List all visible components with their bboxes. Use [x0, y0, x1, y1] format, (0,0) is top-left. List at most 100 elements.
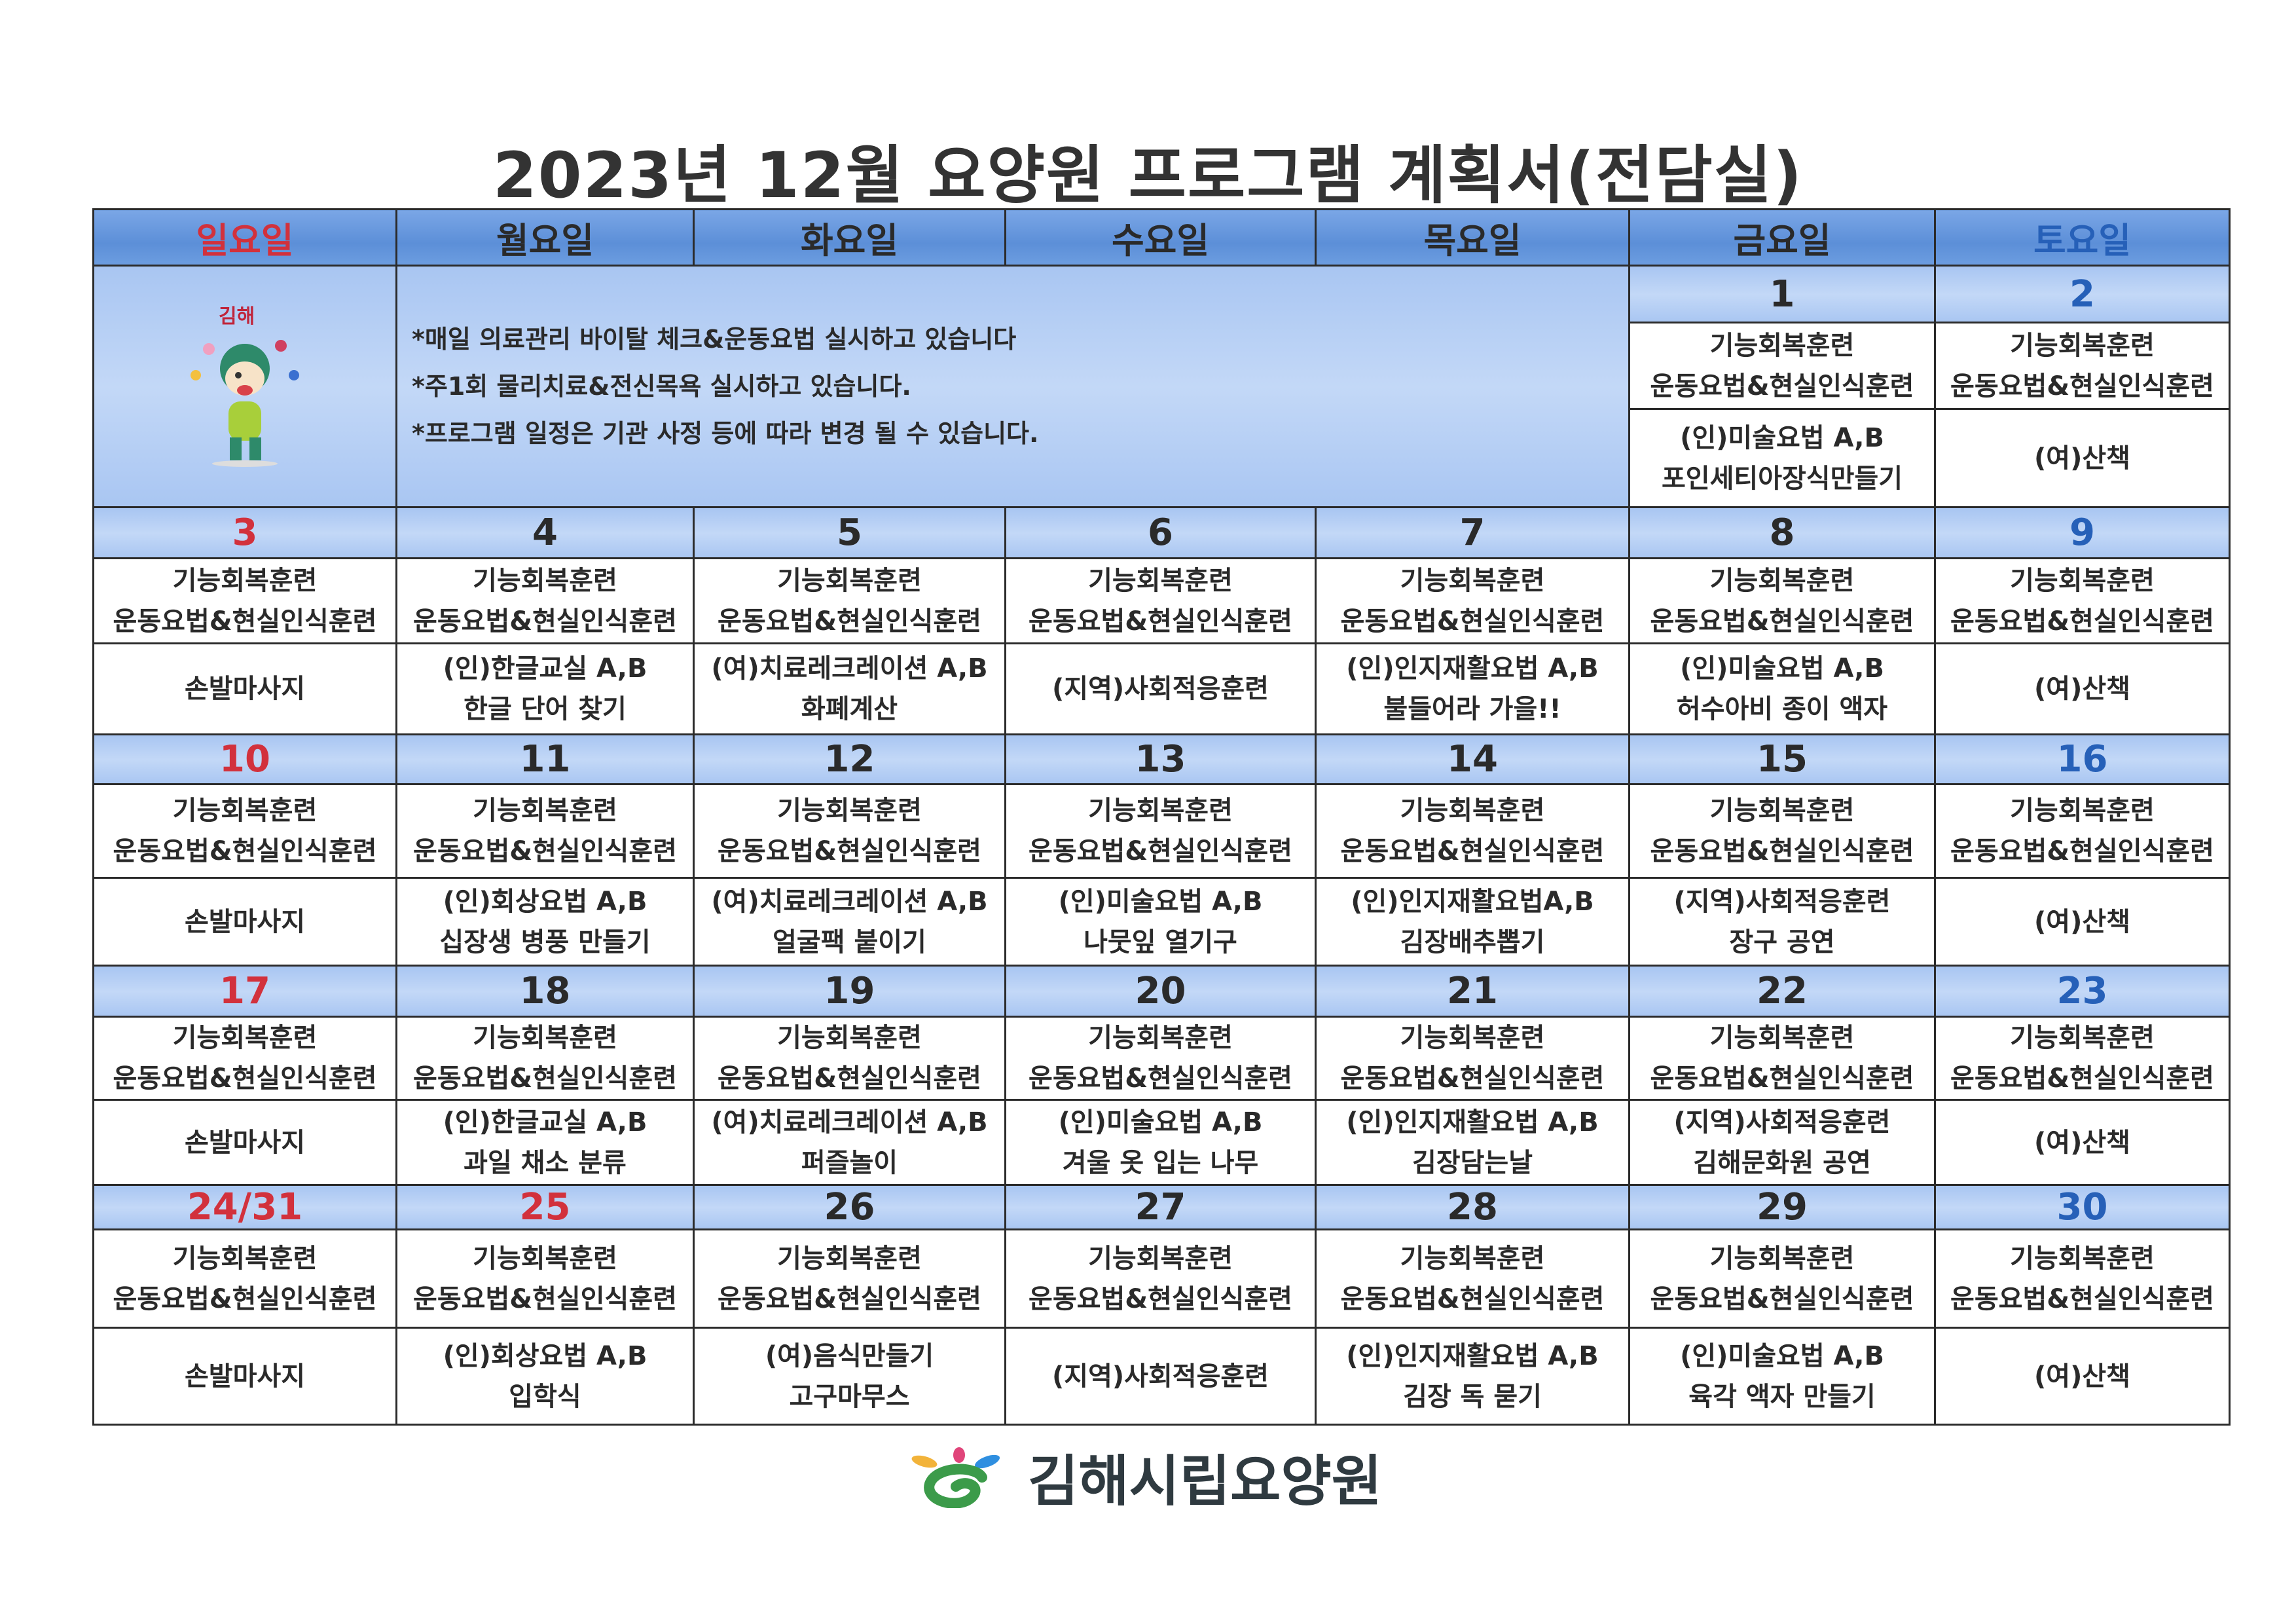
program-line: 기능회복훈련	[473, 565, 617, 596]
program-line: (여)음식만들기	[765, 1340, 934, 1371]
program-line: 운동요법&현실인식훈련	[1650, 371, 1914, 401]
date-cell: 30	[1934, 1184, 2231, 1230]
program-line: (인)인지재활요법 A,B	[1346, 1340, 1599, 1371]
program-line: 기능회복훈련	[172, 1023, 318, 1053]
program-cell: 기능회복훈련 운동요법&현실인식훈련	[1004, 783, 1317, 879]
program-cell: (지역)사회적응훈련	[1004, 1327, 1317, 1426]
program-line: (여)산책	[2034, 443, 2130, 473]
program-cell: 손발마사지	[92, 1099, 397, 1186]
program-line: 얼굴팩 붙이기	[773, 927, 926, 957]
program-cell: 기능회복훈련 운동요법&현실인식훈련	[1934, 1228, 2231, 1329]
program-row-2: 손발마사지 (인)회상요법 A,B 십장생 병풍 만들기 (여)치료레크레이션 A,B…	[92, 877, 2231, 967]
program-calendar: 일요일 월요일 화요일 수요일 목요일 금요일 토요일 김해 *매일 의료관리 바이탈 체크&운…	[92, 208, 2231, 1426]
program-line: 기능회복훈련	[1400, 565, 1545, 596]
program-cell: 기능회복훈련 운동요법&현실인식훈련	[693, 1228, 1006, 1329]
footer-logo: 김해시립요양원	[910, 1437, 1382, 1517]
program-row-2: (인)미술요법 A,B 포인세티아장식만들기 (여)산책	[94, 408, 2231, 508]
program-line: 운동요법&현실인식훈련	[1340, 606, 1605, 637]
program-line: 운동요법&현실인식훈련	[1340, 1063, 1605, 1094]
program-cell: (지역)사회적응훈련 장구 공연	[1628, 877, 1936, 967]
program-line: 손발마사지	[185, 1361, 305, 1392]
program-line: 기능회복훈련	[777, 1243, 922, 1274]
date-cell: 19	[693, 965, 1006, 1018]
program-line: 손발마사지	[185, 1127, 305, 1158]
svg-text:김해: 김해	[219, 305, 255, 328]
date-cell: 3	[92, 506, 397, 559]
program-line: 기능회복훈련	[1400, 796, 1545, 826]
program-line: 운동요법&현실인식훈련	[1950, 1063, 2214, 1094]
program-cell: (인)인지재활요법 A,B 김장 독 묻기	[1315, 1327, 1630, 1426]
program-line: 손발마사지	[185, 906, 305, 937]
date-cell: 5	[693, 506, 1006, 559]
weekday-header: 수요일	[1004, 208, 1317, 267]
program-line: 운동요법&현실인식훈련	[718, 836, 981, 866]
program-line: (인)인지재활요법A,B	[1351, 886, 1594, 917]
program-line: 기능회복훈련	[1400, 1243, 1545, 1274]
program-cell: (여)산책	[1934, 1327, 2231, 1426]
program-cell: (여)치료레크레이션 A,B 퍼즐놀이	[693, 1099, 1006, 1186]
program-cell: 기능회복훈련 운동요법&현실인식훈련	[1004, 1228, 1317, 1329]
program-line: 운동요법&현실인식훈련	[1950, 1283, 2214, 1314]
program-row-1: 기능회복훈련 운동요법&현실인식훈련 기능회복훈련 운동요법&현실인식훈련 기능회복훈련…	[92, 557, 2231, 644]
program-line: 운동요법&현실인식훈련	[1650, 1063, 1914, 1094]
date-cell: 24/31	[92, 1184, 397, 1230]
program-line: 김장 독 묻기	[1403, 1381, 1542, 1412]
program-line: 운동요법&현실인식훈련	[718, 1063, 981, 1094]
program-line: 기능회복훈련	[1709, 796, 1855, 826]
date-cell: 28	[1315, 1184, 1630, 1230]
program-line: (인)회상요법 A,B	[443, 1340, 647, 1371]
program-cell: 기능회복훈련 운동요법&현실인식훈련	[92, 557, 397, 644]
date-cell: 18	[395, 965, 695, 1018]
program-cell: 기능회복훈련 운동요법&현실인식훈련	[1315, 1016, 1630, 1101]
notice-line: *프로그램 일정은 기관 사정 등에 따라 변경 될 수 있습니다.	[412, 419, 1039, 448]
program-line: 기능회복훈련	[1088, 565, 1233, 596]
program-cell: (여)치료레크레이션 A,B 얼굴팩 붙이기	[693, 877, 1006, 967]
program-line: 장구 공연	[1729, 927, 1835, 957]
date-cell: 29	[1628, 1184, 1936, 1230]
notice-line: *매일 의료관리 바이탈 체크&운동요법 실시하고 있습니다	[412, 325, 1017, 354]
program-cell: (지역)사회적응훈련	[1004, 642, 1317, 735]
program-cell: (여)치료레크레이션 A,B 화폐계산	[693, 642, 1006, 735]
program-cell: 기능회복훈련 운동요법&현실인식훈련	[1315, 783, 1630, 879]
program-cell: 기능회복훈련 운동요법&현실인식훈련	[1934, 322, 2231, 410]
program-cell: 기능회복훈련 운동요법&현실인식훈련	[1004, 1016, 1317, 1101]
program-cell: 기능회복훈련 운동요법&현실인식훈련	[1628, 557, 1936, 644]
program-line: 기능회복훈련	[473, 1023, 617, 1053]
program-cell: 기능회복훈련 운동요법&현실인식훈련	[395, 783, 695, 879]
program-cell: (여)산책	[1934, 408, 2231, 508]
program-line: 기능회복훈련	[1709, 1023, 1855, 1053]
program-cell: 기능회복훈련 운동요법&현실인식훈련	[395, 1016, 695, 1101]
program-cell: (여)산책	[1934, 1099, 2231, 1186]
program-line: 운동요법&현실인식훈련	[1650, 1283, 1914, 1314]
mascot-cell: 김해	[92, 265, 397, 508]
program-cell: (인)한글교실 A,B 과일 채소 분류	[395, 1099, 695, 1186]
date-cell: 21	[1315, 965, 1630, 1018]
program-line: 포인세티아장식만들기	[1662, 463, 1903, 494]
program-cell: 기능회복훈련 운동요법&현실인식훈련	[92, 783, 397, 879]
program-line: 기능회복훈련	[1088, 796, 1233, 826]
program-line: (여)치료레크레이션 A,B	[711, 654, 988, 684]
program-line: 기능회복훈련	[2010, 565, 2155, 596]
program-cell: (인)미술요법 A,B 겨울 옷 입는 나무	[1004, 1099, 1317, 1186]
program-line: (인)인지재활요법 A,B	[1346, 1107, 1599, 1137]
program-cell: (인)인지재활요법 A,B 불들어라 가을!!	[1315, 642, 1630, 735]
date-cell: 13	[1004, 733, 1317, 785]
program-line: 운동요법&현실인식훈련	[1340, 1283, 1605, 1314]
program-row-2: 손발마사지 (인)한글교실 A,B 과일 채소 분류 (여)치료레크레이션 A,B 퍼즐…	[92, 1099, 2231, 1186]
program-line: 기능회복훈련	[172, 565, 318, 596]
date-cell: 6	[1004, 506, 1317, 559]
program-line: 운동요법&현실인식훈련	[113, 1283, 377, 1314]
program-line: 불들어라 가을!!	[1383, 694, 1561, 724]
program-cell: 기능회복훈련 운동요법&현실인식훈련	[1004, 557, 1317, 644]
program-cell: (인)인지재활요법A,B 김장배추뽑기	[1315, 877, 1630, 967]
program-line: 기능회복훈련	[1709, 1243, 1855, 1274]
program-line: 기능회복훈련	[777, 796, 922, 826]
program-cell: (인)인지재활요법 A,B 김장담는날	[1315, 1099, 1630, 1186]
program-line: 기능회복훈련	[2010, 330, 2155, 361]
program-line: 운동요법&현실인식훈련	[413, 606, 677, 637]
program-line: 운동요법&현실인식훈련	[1650, 606, 1914, 637]
date-row: 10 11 12 13 14 15 16	[92, 733, 2231, 785]
program-row-1: 기능회복훈련 운동요법&현실인식훈련 기능회복훈련 운동요법&현실인식훈련	[94, 322, 2231, 410]
program-line: (여)산책	[2034, 906, 2130, 937]
